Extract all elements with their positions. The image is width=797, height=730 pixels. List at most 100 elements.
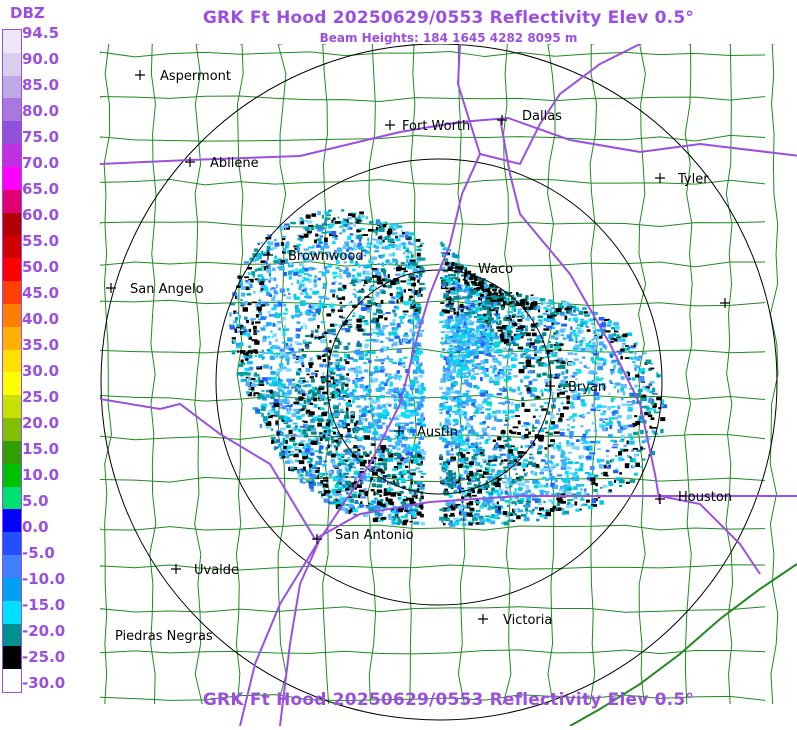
echo-pixel: [528, 344, 534, 347]
echo-pixel: [645, 386, 650, 389]
echo-pixel: [569, 416, 574, 419]
echo-pixel: [285, 420, 291, 423]
echo-pixel: [526, 316, 532, 319]
echo-pixel: [373, 321, 379, 324]
echo-pixel: [609, 369, 615, 372]
echo-pixel: [442, 276, 448, 281]
echo-pixel: [457, 438, 464, 443]
echo-pixel: [440, 251, 445, 254]
echo-pixel: [499, 453, 506, 456]
echo-pixel: [322, 354, 326, 358]
echo-pixel: [404, 517, 409, 522]
echo-pixel: [296, 371, 301, 376]
echo-pixel: [452, 429, 457, 431]
radar-map[interactable]: Aspermont Fort Worth Dallas Abilene Tyler Bro…: [99, 43, 797, 727]
echo-pixel: [394, 424, 400, 427]
echo-pixel: [347, 227, 351, 229]
echo-pixel: [485, 490, 490, 494]
echo-pixel: [462, 316, 468, 320]
echo-pixel: [405, 515, 408, 518]
echo-pixel: [479, 473, 483, 477]
echo-pixel: [475, 463, 478, 466]
echo-pixel: [660, 417, 666, 422]
echo-pixel: [382, 239, 385, 243]
echo-pixel: [413, 312, 417, 316]
echo-pixel: [339, 375, 345, 378]
echo-pixel: [377, 424, 383, 429]
echo-pixel: [306, 395, 310, 400]
echo-pixel: [305, 310, 310, 313]
echo-pixel: [445, 410, 450, 415]
echo-pixel: [563, 489, 567, 494]
echo-pixel: [417, 332, 423, 337]
echo-pixel: [470, 487, 474, 492]
echo-pixel: [445, 417, 451, 420]
echo-pixel: [444, 258, 449, 262]
echo-pixel: [268, 314, 275, 317]
echo-pixel: [636, 449, 642, 452]
echo-pixel: [243, 300, 248, 305]
echo-pixel: [386, 230, 393, 235]
echo-pixel: [261, 403, 268, 408]
echo-pixel: [499, 489, 504, 492]
echo-pixel: [491, 299, 497, 302]
echo-pixel: [556, 332, 560, 337]
echo-pixel: [467, 330, 472, 336]
echo-pixel: [309, 376, 315, 379]
echo-pixel: [282, 333, 286, 336]
echo-pixel: [382, 278, 386, 282]
echo-pixel: [307, 445, 311, 449]
echo-pixel: [235, 323, 241, 325]
echo-pixel: [327, 501, 331, 504]
echo-pixel: [650, 362, 654, 365]
echo-pixel: [396, 225, 403, 228]
echo-pixel: [311, 307, 315, 310]
echo-pixel: [484, 329, 488, 331]
echo-pixel: [569, 504, 574, 507]
echo-pixel: [304, 267, 309, 272]
echo-pixel: [370, 371, 376, 375]
echo-pixel: [305, 367, 311, 373]
echo-pixel: [505, 301, 509, 306]
echo-pixel: [586, 329, 591, 332]
echo-pixel: [337, 309, 343, 312]
echo-pixel: [334, 221, 341, 224]
echo-pixel: [263, 335, 267, 340]
echo-pixel: [418, 437, 424, 440]
echo-pixel: [505, 315, 510, 318]
legend-tick-label: 0.0: [22, 518, 49, 536]
echo-pixel: [362, 234, 369, 236]
echo-pixel: [419, 244, 423, 247]
echo-pixel: [647, 414, 653, 418]
echo-pixel: [379, 226, 382, 228]
echo-pixel: [254, 268, 258, 272]
echo-pixel: [376, 478, 382, 483]
echo-pixel: [324, 364, 331, 368]
echo-pixel: [408, 506, 413, 511]
echo-pixel: [439, 436, 444, 440]
echo-pixel: [440, 266, 446, 271]
echo-pixel: [340, 507, 347, 511]
echo-pixel: [511, 479, 515, 484]
echo-pixel: [633, 363, 637, 367]
echo-pixel: [538, 415, 542, 417]
echo-pixel: [322, 464, 327, 467]
echo-pixel: [408, 318, 412, 321]
echo-pixel: [542, 302, 547, 305]
echo-pixel: [448, 483, 453, 488]
echo-pixel: [526, 354, 532, 358]
echo-pixel: [516, 292, 519, 296]
echo-pixel: [557, 492, 562, 495]
echo-pixel: [258, 256, 262, 260]
echo-pixel: [491, 320, 495, 324]
echo-pixel: [634, 393, 641, 397]
echo-pixel: [397, 516, 401, 520]
echo-pixel: [652, 387, 656, 392]
echo-pixel: [609, 379, 613, 383]
echo-pixel: [331, 241, 336, 245]
echo-pixel: [380, 453, 385, 457]
echo-pixel: [450, 512, 455, 517]
echo-pixel: [409, 328, 414, 333]
county-line: [99, 524, 766, 531]
color-scale-swatch: [3, 52, 21, 77]
